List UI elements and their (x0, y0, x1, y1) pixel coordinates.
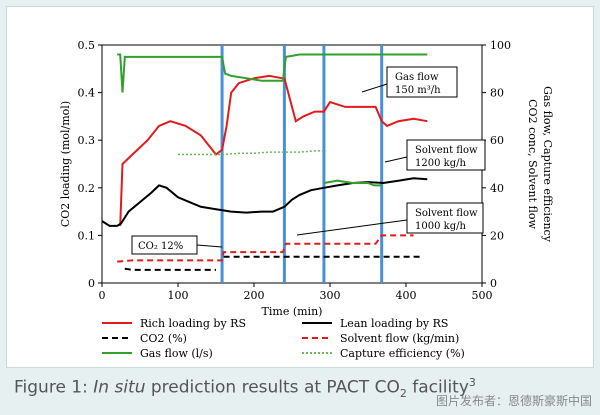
annotation-line2: 150 m³/h (395, 85, 441, 96)
annotation-box (406, 139, 486, 171)
legend-label: Gas flow (l/s) (140, 347, 213, 360)
x-tick-label: 100 (168, 289, 189, 302)
series-line (124, 267, 216, 271)
annotation-arrow (384, 156, 408, 163)
series-line (117, 234, 414, 263)
y-right-tick-label: 40 (490, 182, 504, 195)
caption-sup: 3 (468, 376, 476, 389)
series-line (117, 53, 428, 93)
y-left-tick-label: 0.3 (78, 134, 96, 147)
x-tick-label: 300 (320, 289, 341, 302)
y-left-tick-label: 0.2 (78, 182, 96, 195)
y-left-tick-label: 0.1 (78, 229, 96, 242)
x-tick-label: 400 (396, 289, 417, 302)
y-left-tick-label: 0.5 (78, 39, 96, 52)
y-left-tick-label: 0 (88, 277, 95, 290)
caption-tail: facility (406, 377, 469, 398)
y-right-tick-label: 0 (490, 277, 497, 290)
y-right-tick-label: 100 (490, 39, 511, 52)
series-line (323, 179, 382, 187)
y-right-tick-label: 20 (490, 229, 504, 242)
y-left-tick-label: 0.4 (78, 87, 96, 100)
caption-sub: 2 (399, 387, 407, 401)
annotation-box (406, 202, 484, 234)
watermark: 图片发布者：恩德斯豪斯中国 (435, 394, 592, 408)
annotation-line2: 1200 kg/h (415, 158, 466, 169)
annotation-arrow (361, 83, 388, 93)
annotation-line1: Solvent flow (415, 145, 478, 156)
legend-label: Rich loading by RS (140, 317, 246, 330)
annotation-line1: Solvent flow (415, 208, 478, 219)
caption-rest: prediction results at PACT CO (145, 377, 400, 398)
y-right-tick-label: 80 (490, 87, 504, 100)
y-right-tick-label: 60 (490, 134, 504, 147)
x-axis-label: Time (min) (262, 305, 323, 318)
annotation-line1: Gas flow (395, 72, 439, 83)
x-tick-label: 0 (99, 289, 106, 302)
annotation-line1: CO₂ 12% (138, 241, 183, 252)
figure-panel: 0 100 200 300 400 500 0 0.1 0.2 0.3 0.4 0.5 0 20 40 60 8… (6, 6, 594, 368)
figure-caption: Figure 1: In situ prediction results at … (14, 376, 476, 401)
annotation-box (386, 66, 458, 98)
y-left-axis-label: CO2 loading (mol/mol) (59, 101, 72, 227)
caption-italic: In situ (93, 377, 146, 398)
legend-label: CO2 (%) (140, 332, 187, 345)
annotation-arrow (296, 219, 408, 236)
chart: 0 100 200 300 400 50000.10.20.30.40.502040608… (59, 39, 554, 360)
caption-prefix: Figure 1: (14, 377, 94, 398)
annotation-arrow (196, 244, 223, 248)
series-line (178, 150, 327, 156)
x-tick-label: 500 (472, 289, 493, 302)
x-tick-label: 200 (244, 289, 265, 302)
annotation-line2: 1000 kg/h (415, 221, 466, 232)
legend-label: Capture efficiency (%) (340, 347, 465, 360)
legend-label: Lean loading by RS (340, 317, 448, 330)
legend-label: Solvent flow (kg/min) (340, 332, 459, 345)
y-right-axis-label: CO2 conc, Solvent flow (526, 99, 539, 229)
y-right-axis-label-2: Gas flow, Capture efficiency (541, 86, 554, 243)
